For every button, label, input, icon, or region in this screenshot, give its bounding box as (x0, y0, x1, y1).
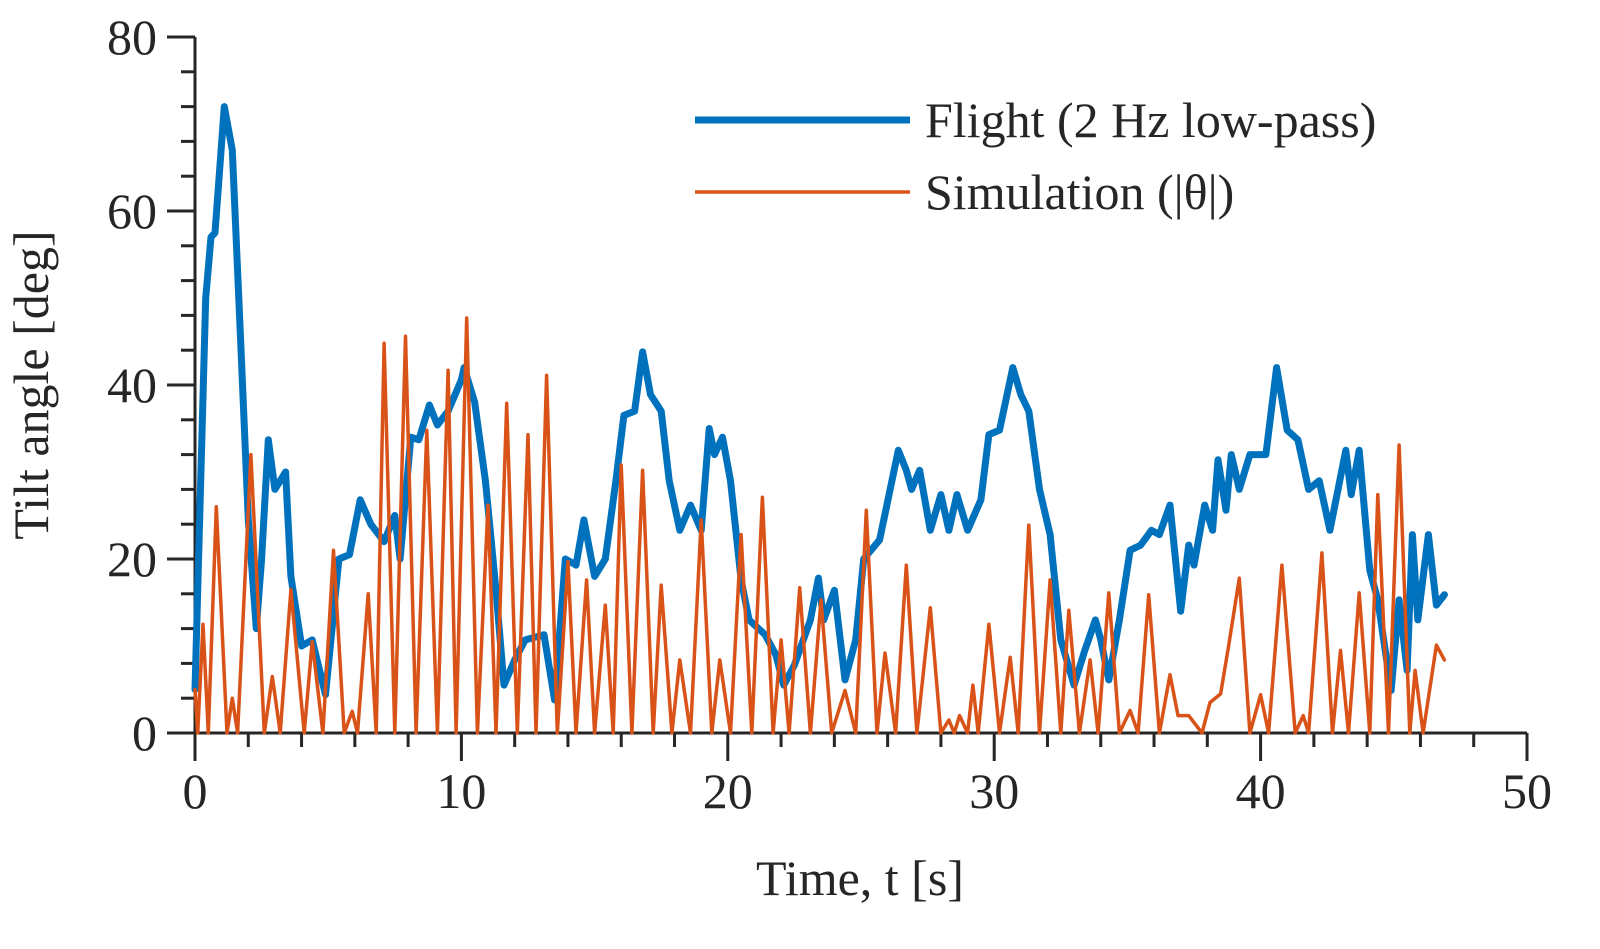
series-line (193, 316, 1447, 735)
legend-label: Flight (2 Hz low-pass) (925, 92, 1376, 148)
x-axis-label: Time, t [s] (756, 850, 964, 906)
x-tick-label: 20 (703, 763, 753, 819)
y-tick-label: 60 (107, 183, 157, 239)
x-tick-label: 40 (1236, 763, 1286, 819)
legend-label: Simulation (|θ|) (925, 164, 1234, 220)
y-axis-label: Tilt angle [deg] (3, 230, 59, 539)
series-line (191, 103, 1448, 704)
x-tick-label: 10 (436, 763, 486, 819)
y-tick-label: 40 (107, 357, 157, 413)
y-tick-label: 20 (107, 531, 157, 587)
y-tick-label: 80 (107, 9, 157, 65)
x-tick-label: 30 (969, 763, 1019, 819)
x-tick-label: 50 (1502, 763, 1552, 819)
x-tick-label: 0 (183, 763, 208, 819)
y-tick-label: 0 (132, 705, 157, 761)
